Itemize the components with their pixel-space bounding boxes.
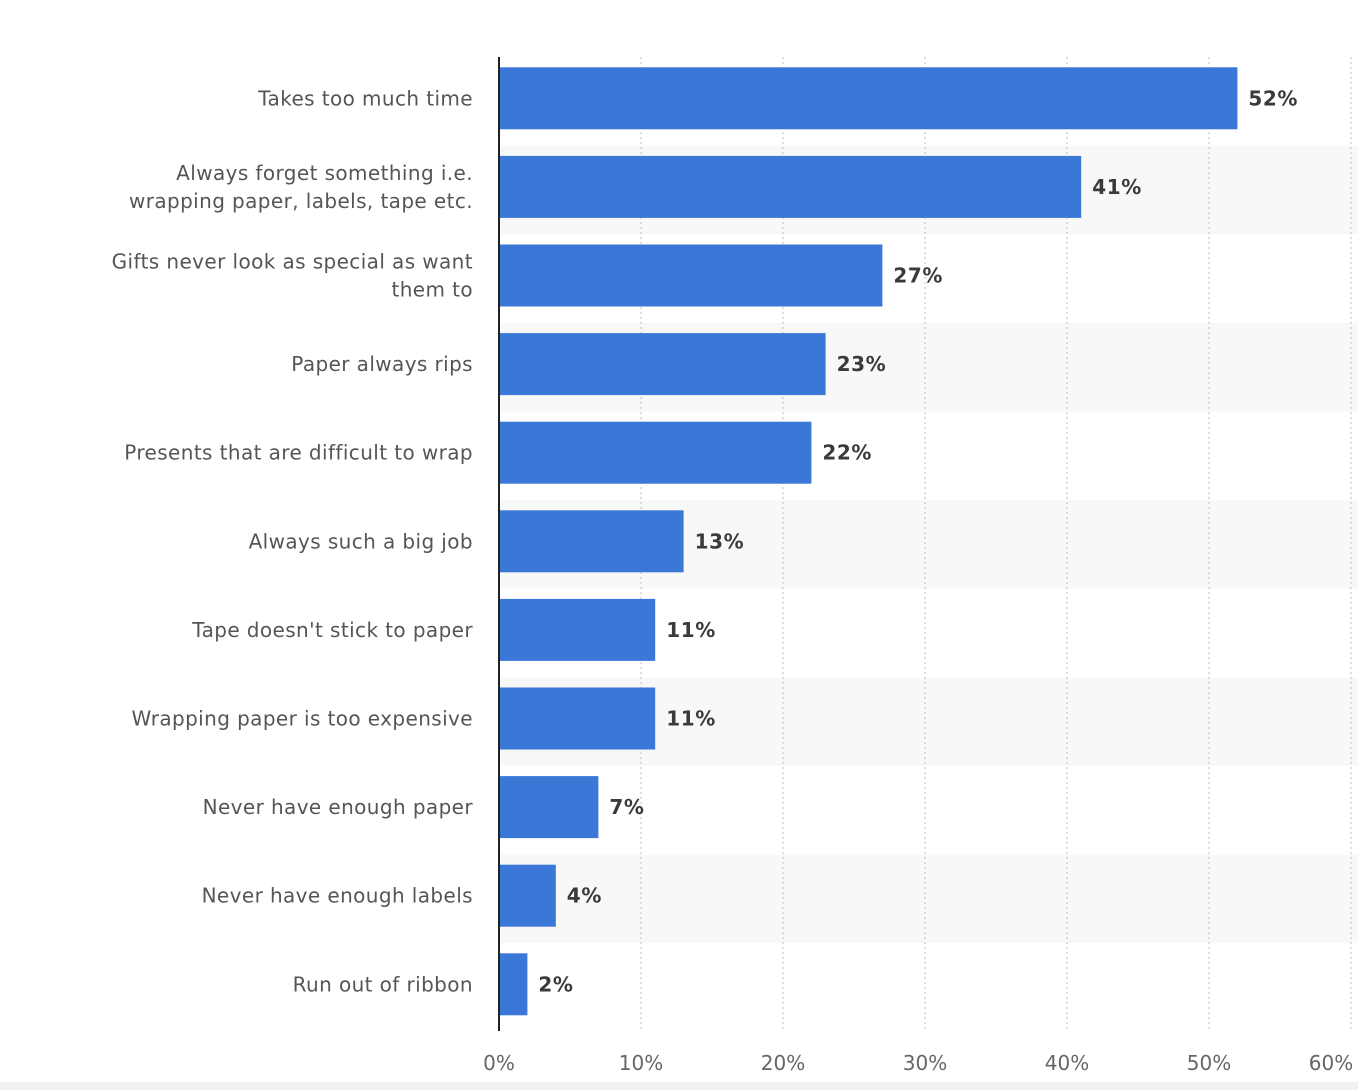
value-label: 52% — [1248, 86, 1298, 110]
bar[interactable] — [499, 687, 656, 750]
x-tick-label: 60% — [1309, 1051, 1353, 1075]
x-tick-label: 0% — [483, 1051, 515, 1075]
x-tick-label: 20% — [761, 1051, 805, 1075]
bar[interactable] — [499, 510, 684, 573]
value-label: 11% — [666, 618, 716, 642]
bottom-strip — [0, 1082, 1358, 1090]
value-label: 2% — [538, 972, 573, 996]
category-labels: Takes too much time Always forget somethi… — [112, 86, 474, 996]
value-label: 23% — [837, 352, 887, 376]
category-label: Paper always rips — [291, 352, 473, 376]
bar[interactable] — [499, 333, 826, 396]
x-tick-label: 30% — [903, 1051, 947, 1075]
value-label: 27% — [893, 264, 943, 288]
value-labels: 52% 41% 27% 23% 22% 13% 11% 11% 7% 4% 2% — [538, 86, 1298, 996]
value-label: 7% — [609, 795, 644, 819]
category-label: Takes too much time — [257, 86, 473, 110]
value-label: 13% — [695, 529, 745, 553]
x-tick-label: 40% — [1045, 1051, 1089, 1075]
category-label: Never have enough paper — [203, 795, 474, 819]
x-tick-label: 50% — [1187, 1051, 1231, 1075]
category-label: Wrapping paper is too expensive — [131, 707, 473, 731]
x-axis-ticks: 0% 10% 20% 30% 40% 50% 60% — [483, 1051, 1353, 1075]
bar[interactable] — [499, 67, 1238, 130]
category-label: Never have enough labels — [202, 884, 473, 908]
value-label: 22% — [822, 441, 872, 465]
category-label: Presents that are difficult to wrap — [124, 441, 473, 465]
bar[interactable] — [499, 421, 812, 484]
bar[interactable] — [499, 598, 656, 661]
category-label: Always forget something i.e. wrapping pap… — [129, 161, 473, 213]
gridlines — [640, 57, 1352, 1031]
category-label: Tape doesn't stick to paper — [191, 618, 473, 642]
bar[interactable] — [499, 953, 528, 1016]
bar[interactable] — [499, 864, 556, 927]
value-label: 4% — [567, 884, 602, 908]
bar[interactable] — [499, 776, 599, 839]
value-label: 11% — [666, 707, 716, 731]
bar[interactable] — [499, 155, 1082, 218]
bars — [499, 67, 1238, 1016]
value-label: 41% — [1092, 175, 1142, 199]
row-bands — [499, 145, 1358, 943]
bar[interactable] — [499, 244, 883, 307]
category-label: Run out of ribbon — [293, 972, 473, 996]
category-label: Always such a big job — [249, 529, 473, 553]
x-tick-label: 10% — [619, 1051, 663, 1075]
category-label: Gifts never look as special as want them … — [112, 250, 473, 302]
row-band — [499, 854, 1358, 943]
